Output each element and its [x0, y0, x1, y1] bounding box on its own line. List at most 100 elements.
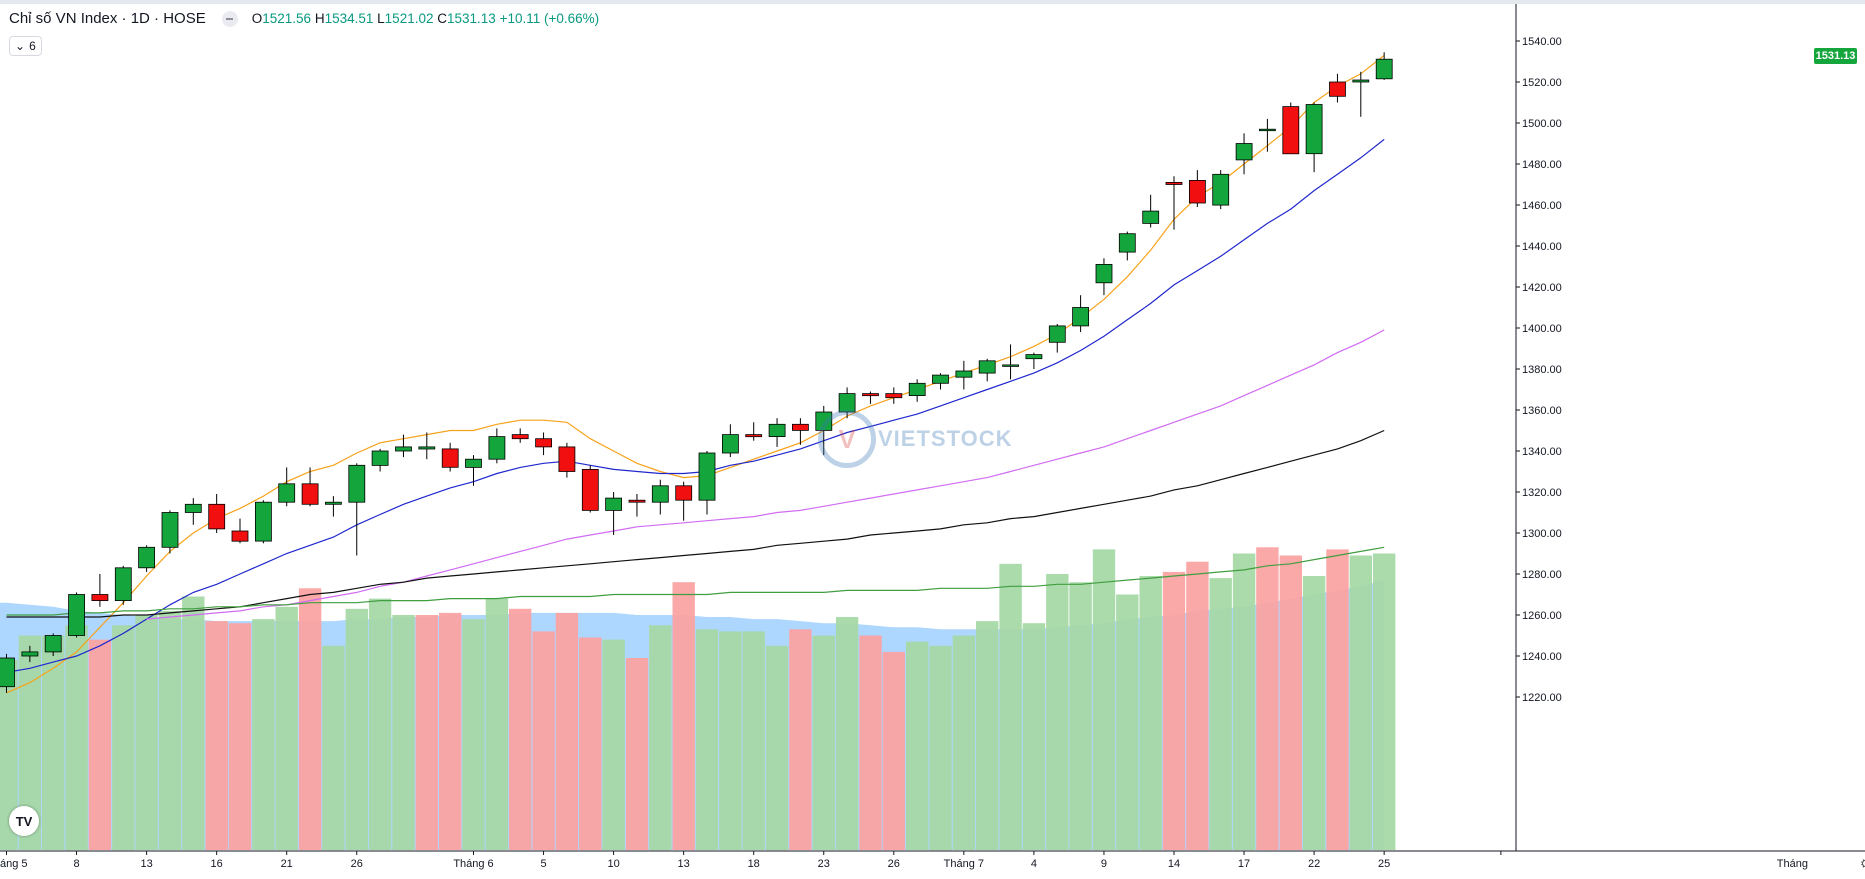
- gear-icon[interactable]: ⚙: [1860, 856, 1865, 872]
- candle-body: [395, 446, 412, 452]
- candle-body: [1189, 179, 1206, 204]
- candle: [1095, 258, 1113, 296]
- y-tick-label: 1260.00: [1522, 610, 1562, 622]
- volume-bar: [135, 615, 158, 850]
- candle: [1352, 71, 1370, 117]
- candle-body: [441, 448, 459, 468]
- candle: [114, 565, 132, 605]
- y-tick-label: 1320.00: [1522, 487, 1562, 499]
- volume-bar: [602, 639, 625, 850]
- candle-body: [908, 382, 926, 396]
- candle: [932, 373, 949, 390]
- candle-body: [348, 464, 366, 503]
- candle: [208, 494, 226, 533]
- candle: [68, 592, 85, 638]
- indicators-toggle-button[interactable]: ⌄ 6: [9, 36, 42, 56]
- volume-bar: [789, 629, 812, 850]
- tradingview-logo-icon[interactable]: TV: [9, 806, 39, 836]
- volume-bar: [65, 625, 88, 851]
- candle: [278, 467, 296, 507]
- candle-body: [1165, 181, 1183, 185]
- candles-group: [0, 52, 1393, 693]
- x-tick-label: áng 5: [0, 858, 28, 870]
- volume-bar: [509, 608, 532, 850]
- candle-body: [1095, 263, 1113, 284]
- x-tick-label: 9: [1101, 858, 1107, 870]
- vietstock-logo-icon: V: [818, 410, 876, 468]
- candle: [1259, 118, 1276, 152]
- line-ma_purple: [146, 329, 1385, 620]
- candle: [441, 442, 459, 472]
- candle: [1282, 102, 1300, 155]
- x-tick-label: 23: [818, 858, 830, 870]
- candle: [1142, 194, 1160, 228]
- volume-bar: [1373, 553, 1396, 850]
- candle: [1305, 102, 1323, 173]
- candle: [908, 379, 926, 402]
- x-tick-label: 26: [351, 858, 363, 870]
- x-tick-label: Tháng 7: [944, 858, 984, 870]
- candle-body: [1329, 81, 1346, 97]
- low-label: L: [377, 11, 385, 26]
- candle-body: [1352, 79, 1370, 83]
- candle: [511, 428, 529, 443]
- close-label: C: [437, 11, 447, 26]
- y-tick-label: 1500.00: [1522, 118, 1562, 130]
- volume-bar: [906, 641, 929, 850]
- candle-body: [465, 458, 482, 468]
- candle-body: [745, 434, 763, 438]
- volume-bar: [415, 615, 438, 850]
- volume-bar: [765, 645, 789, 851]
- candle-body: [1235, 143, 1253, 161]
- candle: [254, 500, 272, 544]
- candle-body: [978, 360, 996, 374]
- volume-group: [0, 547, 1396, 851]
- candle-body: [208, 503, 226, 530]
- candle-body: [885, 393, 903, 399]
- volume-bar: [952, 635, 976, 850]
- volume-bar: [719, 631, 742, 850]
- volume-bar: [228, 623, 252, 850]
- watermark-text: VIETSTOCK: [878, 426, 1013, 451]
- volume-bar: [695, 629, 719, 850]
- indicator-count: 6: [29, 39, 36, 53]
- candle: [418, 432, 436, 460]
- low-value: 1521.02: [384, 11, 434, 26]
- candle-body: [418, 446, 436, 450]
- candle: [138, 545, 156, 572]
- candle-body: [68, 594, 85, 636]
- candle: [675, 481, 693, 521]
- market-status-icon[interactable]: [221, 10, 238, 27]
- candle: [488, 428, 506, 464]
- volume-bar: [579, 637, 602, 850]
- x-tick-label: 16: [211, 858, 223, 870]
- x-tick-label: 18: [748, 858, 760, 870]
- volume-bar: [1139, 576, 1162, 850]
- candle: [324, 496, 342, 517]
- candle: [395, 434, 412, 458]
- candle: [0, 653, 15, 693]
- y-tick-label: 1300.00: [1522, 528, 1562, 540]
- volume-bar: [1209, 578, 1232, 850]
- top-border: [0, 0, 1865, 4]
- candle-body: [862, 393, 879, 397]
- x-tick-label: Tháng: [1777, 858, 1808, 870]
- high-label: H: [314, 11, 325, 26]
- candle: [792, 418, 809, 445]
- symbol-legend: Chỉ số VN Index · 1D · HOSE O1521.56 H15…: [9, 10, 599, 27]
- y-tick-label: 1540.00: [1522, 36, 1562, 48]
- volume-bar: [929, 645, 952, 851]
- volume-bar: [485, 598, 509, 850]
- y-tick-label: 1420.00: [1522, 282, 1562, 294]
- candle-body: [1025, 354, 1043, 360]
- symbol-title[interactable]: Chỉ số VN Index · 1D · HOSE: [9, 10, 206, 27]
- candle-body: [1002, 364, 1019, 367]
- volume-bar: [999, 563, 1022, 851]
- volume-bar: [859, 635, 882, 850]
- y-tick-label: 1380.00: [1522, 364, 1562, 376]
- chevron-down-icon: ⌄: [15, 39, 26, 53]
- candle-body: [932, 374, 949, 384]
- candle: [1072, 295, 1089, 333]
- candle-body: [768, 423, 786, 437]
